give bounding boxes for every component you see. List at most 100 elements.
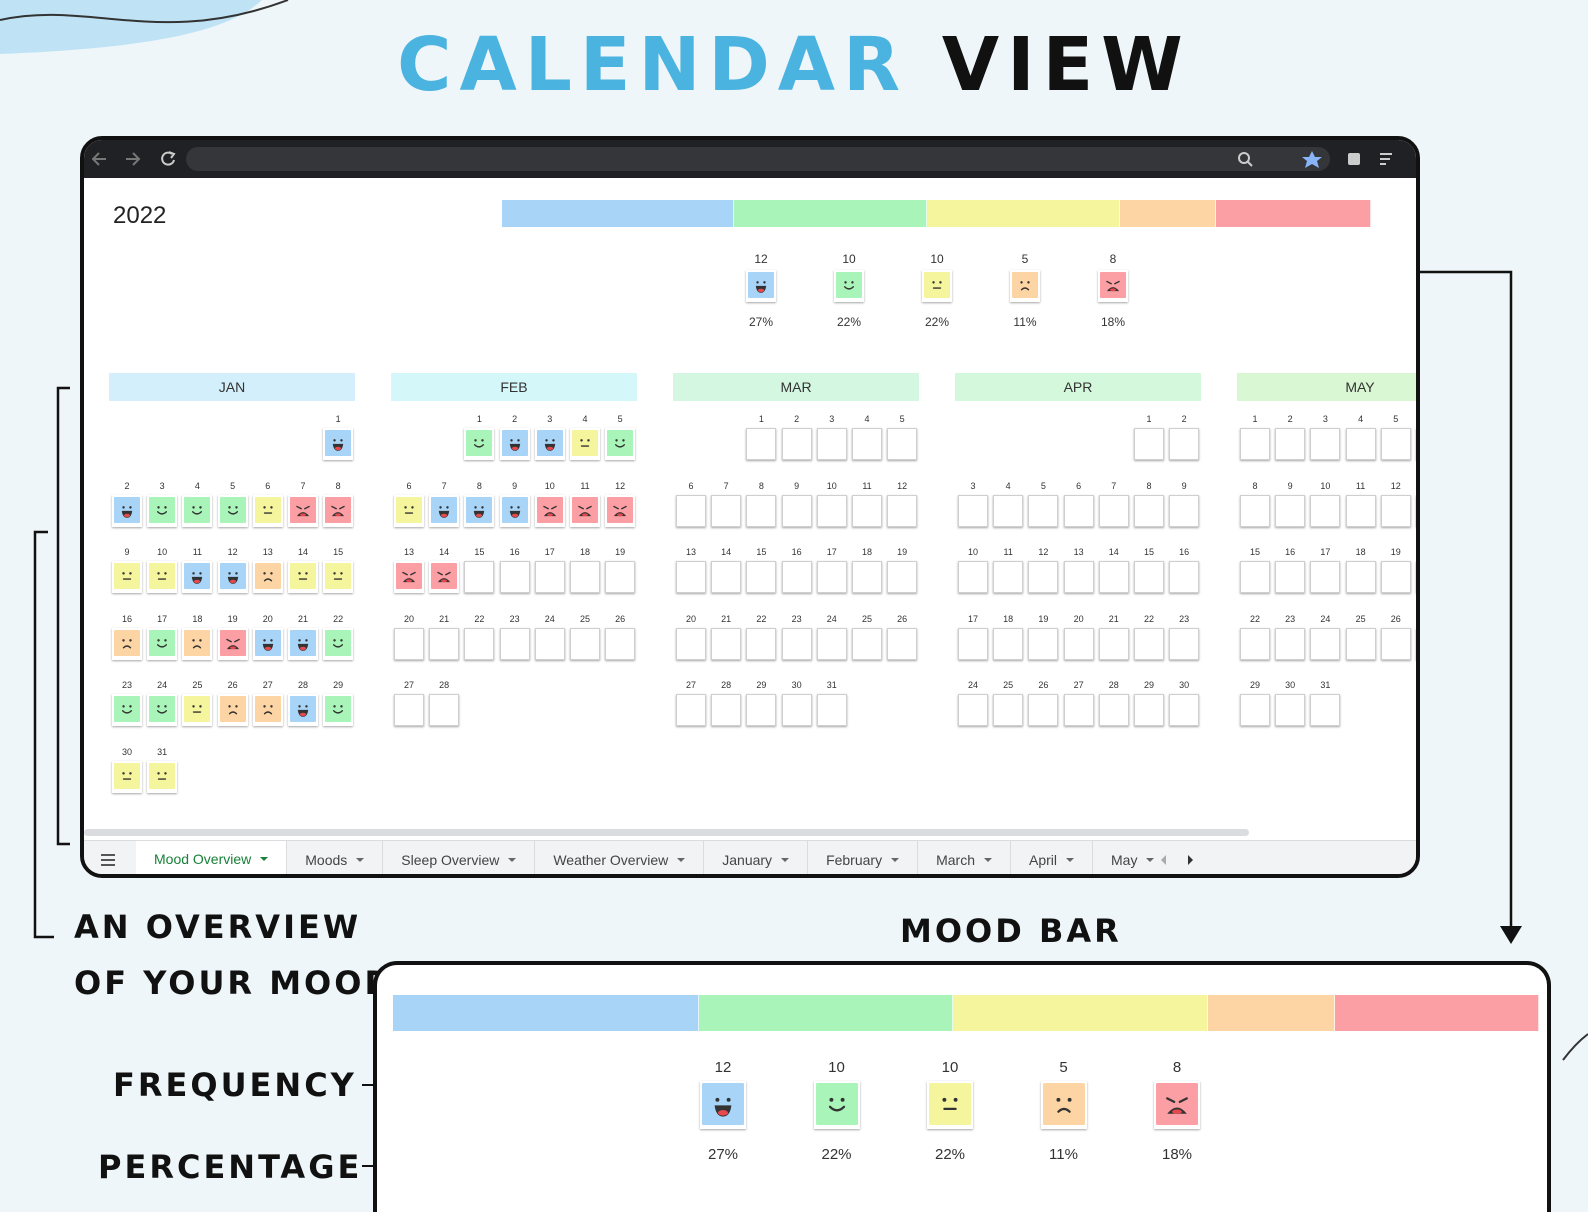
day-number: 21 bbox=[439, 613, 450, 624]
face-bg bbox=[325, 496, 352, 523]
day-number: 28 bbox=[721, 680, 732, 690]
day-cell bbox=[217, 494, 248, 527]
day-number: 31 bbox=[157, 746, 168, 757]
day-cell bbox=[147, 494, 178, 527]
face-eye bbox=[474, 439, 478, 442]
annotation: AN OVERVIEW bbox=[74, 908, 362, 946]
face-bg bbox=[1156, 1083, 1198, 1125]
sheet-tab[interactable]: Weather Overview bbox=[535, 841, 705, 874]
face-bg bbox=[1042, 1083, 1085, 1125]
day-cell bbox=[958, 494, 988, 527]
sheet-tab[interactable]: Sleep Overview bbox=[383, 841, 536, 874]
sheet-tab[interactable]: April bbox=[1011, 841, 1094, 874]
day-number: 10 bbox=[967, 547, 978, 557]
day-cell bbox=[323, 428, 354, 460]
day-cell bbox=[464, 561, 495, 593]
address-bar[interactable] bbox=[186, 147, 1330, 171]
toolbar-icons[interactable] bbox=[1234, 149, 1414, 169]
day-cell bbox=[534, 627, 565, 660]
day-number: 27 bbox=[262, 680, 273, 690]
face-eye bbox=[509, 505, 513, 509]
face-mouth bbox=[263, 578, 272, 582]
day-cell bbox=[1380, 561, 1411, 593]
sheet-tab[interactable]: March bbox=[918, 841, 1011, 874]
day-number: 16 bbox=[1285, 547, 1296, 557]
face-tongue bbox=[229, 579, 236, 584]
day-cell bbox=[711, 694, 742, 726]
day-cell bbox=[323, 694, 354, 726]
day-number: 21 bbox=[1108, 613, 1119, 624]
face-tongue bbox=[335, 512, 342, 516]
face-eyes bbox=[1166, 1097, 1188, 1104]
day-number: 20 bbox=[1073, 613, 1084, 624]
day-number: 22 bbox=[1249, 613, 1260, 624]
mood-face bbox=[536, 496, 563, 523]
day-cell bbox=[781, 694, 812, 726]
face-eye bbox=[439, 505, 442, 509]
face-bg bbox=[325, 629, 352, 656]
nav-buttons[interactable] bbox=[92, 149, 182, 169]
face-eye bbox=[340, 439, 343, 442]
tab-scroll-buttons[interactable] bbox=[1158, 853, 1198, 867]
face-bg bbox=[431, 563, 458, 589]
day-number: 2 bbox=[1181, 414, 1187, 424]
face-eye bbox=[298, 572, 301, 575]
mood-bar-segment bbox=[1216, 200, 1371, 227]
day-cell bbox=[112, 494, 142, 527]
day-cell bbox=[887, 561, 918, 593]
face-tongue bbox=[299, 512, 307, 516]
day-cell bbox=[252, 627, 283, 660]
face-bg bbox=[254, 496, 281, 523]
face-eye bbox=[164, 705, 167, 708]
mood-icon bbox=[834, 270, 864, 302]
all-sheets-button[interactable] bbox=[100, 854, 116, 866]
day-number: 24 bbox=[157, 680, 168, 690]
face-bg bbox=[924, 272, 950, 298]
day-cell bbox=[993, 561, 1024, 593]
sheet-tab[interactable]: May bbox=[1093, 841, 1166, 874]
day-number: 31 bbox=[1320, 680, 1331, 690]
face-mouth bbox=[615, 444, 626, 448]
day-number: 27 bbox=[685, 680, 696, 690]
mood-face bbox=[607, 430, 634, 456]
face-eye bbox=[516, 439, 520, 442]
day-number: 30 bbox=[1285, 680, 1296, 690]
face-tongue bbox=[511, 446, 518, 451]
day-cell bbox=[217, 627, 248, 660]
scrollbar[interactable] bbox=[84, 829, 1249, 836]
face-eye bbox=[715, 1097, 720, 1102]
day-cell bbox=[1134, 494, 1164, 527]
day-number: 25 bbox=[192, 680, 203, 690]
face-eye bbox=[122, 705, 125, 708]
day-number: 18 bbox=[1355, 547, 1366, 557]
day-cell bbox=[1134, 428, 1164, 460]
day-number: 2 bbox=[512, 414, 518, 424]
day-number: 19 bbox=[615, 547, 626, 557]
face-eyes bbox=[613, 505, 627, 509]
day-cell bbox=[993, 694, 1024, 726]
mood-icon bbox=[1154, 1081, 1200, 1129]
day-cell bbox=[781, 627, 812, 660]
day-number: 30 bbox=[121, 746, 132, 757]
day-cell bbox=[394, 694, 424, 726]
face-bg bbox=[219, 629, 246, 656]
day-number: 8 bbox=[476, 480, 482, 491]
day-number: 6 bbox=[406, 480, 412, 491]
sheet-tab[interactable]: February bbox=[808, 841, 919, 874]
face-eye bbox=[851, 281, 854, 284]
face-eye bbox=[227, 572, 231, 575]
day-cell bbox=[781, 561, 812, 593]
browser-toolbar bbox=[84, 140, 1416, 178]
day-number: 6 bbox=[265, 480, 271, 491]
face-eye bbox=[199, 572, 203, 575]
day-number: 26 bbox=[897, 613, 908, 624]
sheet-tab[interactable]: January bbox=[704, 841, 809, 874]
tab-caret bbox=[781, 858, 790, 862]
day-cell bbox=[288, 494, 318, 527]
face-bg bbox=[501, 496, 528, 523]
sheet-tab[interactable]: Moods bbox=[287, 841, 384, 874]
face-eye bbox=[199, 705, 203, 708]
face-bg bbox=[325, 430, 352, 456]
face-tongue bbox=[229, 645, 236, 649]
sheet-tab[interactable]: Mood Overview bbox=[136, 841, 288, 874]
